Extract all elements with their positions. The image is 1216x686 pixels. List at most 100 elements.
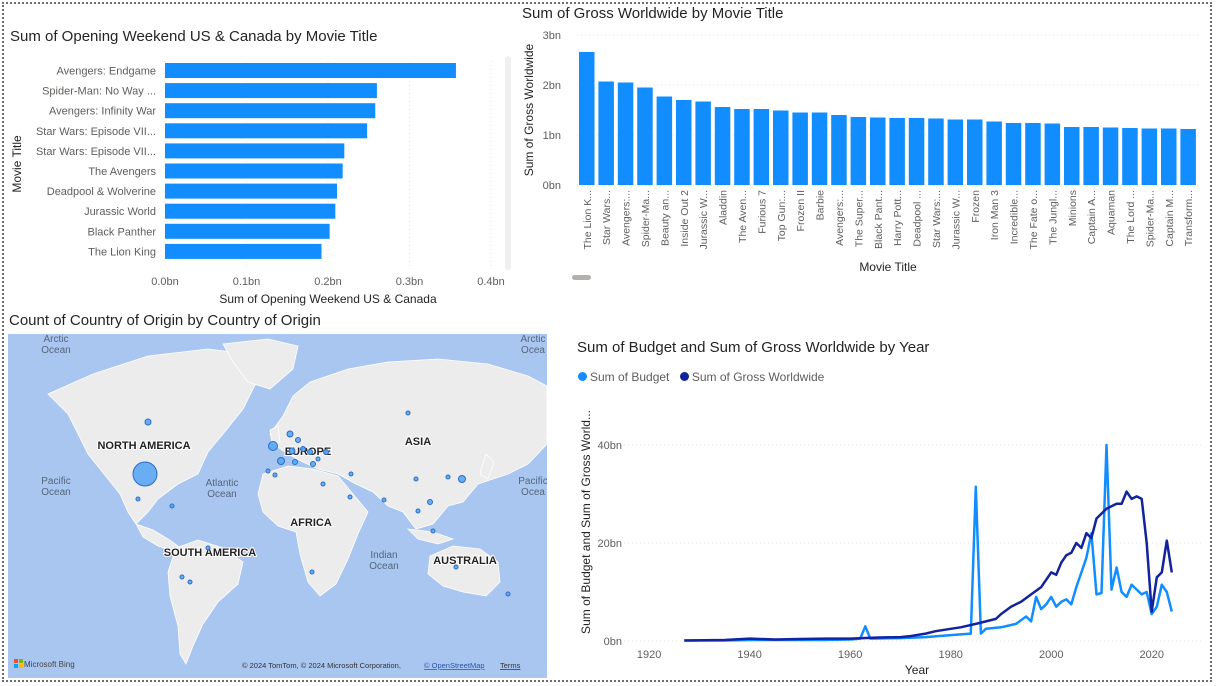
country-bubble[interactable] — [187, 579, 193, 585]
country-bubble[interactable] — [405, 410, 411, 416]
gross-bar[interactable] — [1180, 129, 1196, 185]
country-bubble[interactable] — [415, 508, 421, 514]
country-bubble[interactable] — [295, 437, 301, 443]
budget-gross-panel[interactable]: Sum of Budget and Sum of Gross Worldwide… — [574, 336, 1208, 678]
gross-bar[interactable] — [967, 119, 983, 186]
country-bubble[interactable] — [310, 461, 316, 467]
gross-bar[interactable] — [792, 112, 808, 186]
gross-bar[interactable] — [1141, 128, 1158, 186]
opening-bar[interactable] — [165, 163, 343, 179]
country-bubble[interactable] — [453, 564, 459, 570]
gross-bar[interactable] — [598, 81, 614, 186]
gross-bar[interactable] — [617, 82, 634, 186]
gross-bar[interactable] — [947, 119, 964, 186]
gross-bar[interactable] — [753, 109, 770, 185]
gross-bar[interactable] — [1161, 128, 1177, 186]
country-bubble[interactable] — [413, 476, 419, 482]
country-bubble[interactable] — [135, 496, 141, 502]
country-bubble[interactable] — [300, 446, 306, 452]
opening-category-label: Avengers: Endgame — [57, 66, 156, 78]
country-bubble[interactable] — [179, 574, 185, 580]
gross-bar[interactable] — [656, 96, 673, 186]
country-bubble[interactable] — [427, 499, 433, 505]
gross-bar[interactable] — [850, 117, 867, 185]
opening-weekend-panel[interactable]: Sum of Opening Weekend US & Canada by Mo… — [8, 26, 518, 310]
gross-bar[interactable] — [676, 100, 692, 185]
country-bubble[interactable] — [505, 591, 511, 597]
gross-category-label: The Lion K... — [582, 190, 594, 250]
country-bubble[interactable] — [272, 472, 278, 478]
opening-bar[interactable] — [165, 203, 336, 219]
opening-bar[interactable] — [165, 83, 377, 99]
country-bubble[interactable] — [309, 569, 315, 575]
legend-item-budget[interactable]: Sum of Budget — [578, 370, 669, 384]
country-bubble[interactable] — [445, 474, 451, 480]
opening-xtick-label: 0.2bn — [314, 276, 342, 288]
country-bubble[interactable] — [348, 471, 354, 477]
country-bubble[interactable] — [323, 449, 329, 455]
gross-category-label: Deadpool ... — [912, 190, 924, 247]
gross-bar[interactable] — [928, 118, 944, 186]
country-bubble[interactable] — [307, 449, 313, 455]
gross-bar[interactable] — [695, 101, 711, 186]
opening-scrollbar[interactable] — [505, 56, 511, 270]
gross-bar[interactable] — [1064, 127, 1080, 185]
gross-category-label: The Aven... — [737, 190, 749, 243]
country-bubble[interactable] — [381, 497, 387, 503]
gross-bar[interactable] — [714, 107, 731, 185]
gross-bar[interactable] — [986, 121, 1002, 186]
gross-worldwide-panel[interactable]: Sum of Gross Worldwide by Movie Title 0b… — [520, 2, 1208, 292]
country-bubble[interactable] — [132, 461, 158, 487]
country-bubble[interactable] — [205, 545, 211, 551]
country-bubble[interactable] — [268, 441, 278, 451]
opening-bar[interactable] — [165, 243, 322, 259]
gross-worldwide-chart[interactable]: 0bn 1bn 2bn 3bn The Lion K... Star Wars... Ave… — [520, 2, 1208, 292]
gross-bar[interactable] — [831, 115, 847, 185]
gross-bar[interactable] — [1102, 127, 1119, 186]
gross-bar[interactable] — [908, 118, 925, 185]
gross-bar[interactable] — [811, 112, 828, 186]
opening-bar[interactable] — [165, 183, 337, 199]
legend-item-gross[interactable]: Sum of Gross Worldwide — [679, 370, 824, 384]
gross-bar[interactable] — [1083, 127, 1099, 185]
opening-bar[interactable] — [165, 123, 368, 139]
country-bubble[interactable] — [347, 494, 353, 500]
gross-category-label: Barbie — [815, 190, 827, 221]
country-bubble[interactable] — [286, 430, 294, 438]
gross-bar[interactable] — [889, 118, 905, 185]
opening-bar[interactable] — [165, 143, 345, 159]
budget-gross-chart[interactable]: 0bn 20bn 40bn 1920 1940 1960 1980 2000 2020 Year S… — [574, 336, 1208, 678]
map-label-arctic-left: Arctic Ocean — [41, 334, 70, 356]
opening-weekend-chart[interactable]: 0.0bn 0.1bn 0.2bn 0.3bn 0.4bn Avengers: Endga… — [8, 26, 518, 310]
opening-bar[interactable] — [165, 223, 330, 239]
country-bubble[interactable] — [169, 503, 175, 509]
map-terms-link[interactable]: Terms — [500, 661, 521, 670]
gross-bar[interactable] — [773, 110, 789, 186]
map-osm-link[interactable]: © OpenStreetMap — [424, 661, 485, 670]
country-bubble[interactable] — [315, 456, 321, 462]
gross-scrollbar[interactable] — [572, 275, 591, 280]
country-bubble[interactable] — [458, 475, 466, 483]
gross-bar[interactable] — [1122, 128, 1138, 185]
gross-bar[interactable] — [1005, 123, 1022, 185]
country-bubble[interactable] — [430, 528, 436, 534]
opening-bar[interactable] — [165, 63, 456, 78]
country-bubble[interactable] — [144, 418, 152, 426]
country-bubble[interactable] — [265, 468, 271, 474]
country-bubble[interactable] — [288, 447, 296, 455]
gross-bar[interactable] — [637, 87, 653, 186]
gross-bar[interactable] — [1044, 123, 1061, 186]
gross-bar[interactable] — [579, 52, 595, 185]
country-bubble[interactable] — [277, 457, 285, 465]
country-bubble[interactable] — [292, 459, 298, 465]
gross-bar[interactable] — [870, 117, 886, 186]
country-bubble[interactable] — [320, 481, 326, 487]
opening-bar[interactable] — [165, 103, 376, 119]
line-series-gross[interactable] — [684, 490, 1174, 642]
line-series-budget[interactable] — [684, 443, 1174, 642]
gross-bar[interactable] — [1025, 123, 1041, 185]
gross-bar[interactable] — [734, 109, 750, 185]
gross-category-label: Transform... — [1183, 190, 1195, 246]
